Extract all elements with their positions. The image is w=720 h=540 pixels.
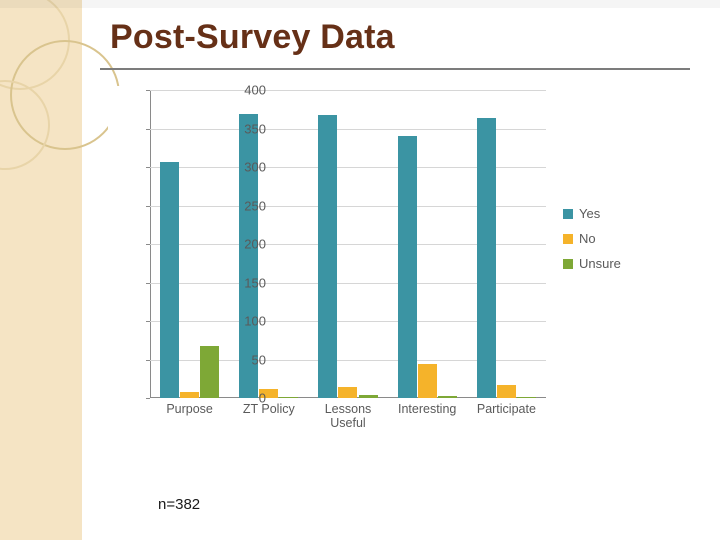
y-tickmark <box>146 244 150 245</box>
legend-swatch-icon <box>563 259 573 269</box>
bar-no <box>338 387 357 398</box>
bar-yes <box>477 118 496 398</box>
y-tickmark <box>146 167 150 168</box>
title-underline <box>100 68 690 70</box>
footnote-n: n=382 <box>158 496 200 513</box>
gridline <box>150 90 546 91</box>
legend-item-unsure: Unsure <box>563 256 668 271</box>
bar-no <box>497 385 516 398</box>
legend-item-no: No <box>563 231 668 246</box>
page-title: Post-Survey Data <box>110 18 395 57</box>
bar-no <box>418 364 437 398</box>
legend-item-yes: Yes <box>563 206 668 221</box>
legend-label: No <box>579 231 596 246</box>
bar-yes <box>398 136 417 398</box>
bar-unsure <box>359 395 378 398</box>
category-label: ZT Policy <box>243 402 295 416</box>
y-tickmark <box>146 129 150 130</box>
bar-no <box>180 392 199 398</box>
y-tickmark <box>146 283 150 284</box>
legend-swatch-icon <box>563 234 573 244</box>
bar-yes <box>318 115 337 398</box>
y-tick-label: 100 <box>230 314 266 329</box>
chart-plot-area <box>150 90 546 398</box>
y-tick-label: 250 <box>230 198 266 213</box>
y-tick-label: 350 <box>230 121 266 136</box>
y-tickmark <box>146 398 150 399</box>
slide: Post-Survey Data Yes No Unsure 050100150… <box>0 0 720 540</box>
y-tick-label: 200 <box>230 237 266 252</box>
y-tick-label: 300 <box>230 160 266 175</box>
y-tick-label: 150 <box>230 275 266 290</box>
category-label: LessonsUseful <box>325 402 372 431</box>
category-label: Participate <box>477 402 536 416</box>
legend-label: Yes <box>579 206 600 221</box>
top-strip <box>0 0 720 8</box>
bar-unsure <box>200 346 219 398</box>
y-tickmark <box>146 206 150 207</box>
chart-legend: Yes No Unsure <box>563 206 668 281</box>
survey-bar-chart: Yes No Unsure 050100150200250300350400Pu… <box>108 86 668 456</box>
legend-swatch-icon <box>563 209 573 219</box>
y-tickmark <box>146 360 150 361</box>
category-label: Interesting <box>398 402 456 416</box>
y-tick-label: 50 <box>230 352 266 367</box>
y-tickmark <box>146 321 150 322</box>
bar-unsure <box>438 396 457 398</box>
y-tickmark <box>146 90 150 91</box>
y-tick-label: 400 <box>230 83 266 98</box>
bar-unsure <box>517 397 536 398</box>
category-label: Purpose <box>166 402 213 416</box>
bar-yes <box>160 162 179 398</box>
legend-label: Unsure <box>579 256 621 271</box>
bar-unsure <box>279 397 298 398</box>
